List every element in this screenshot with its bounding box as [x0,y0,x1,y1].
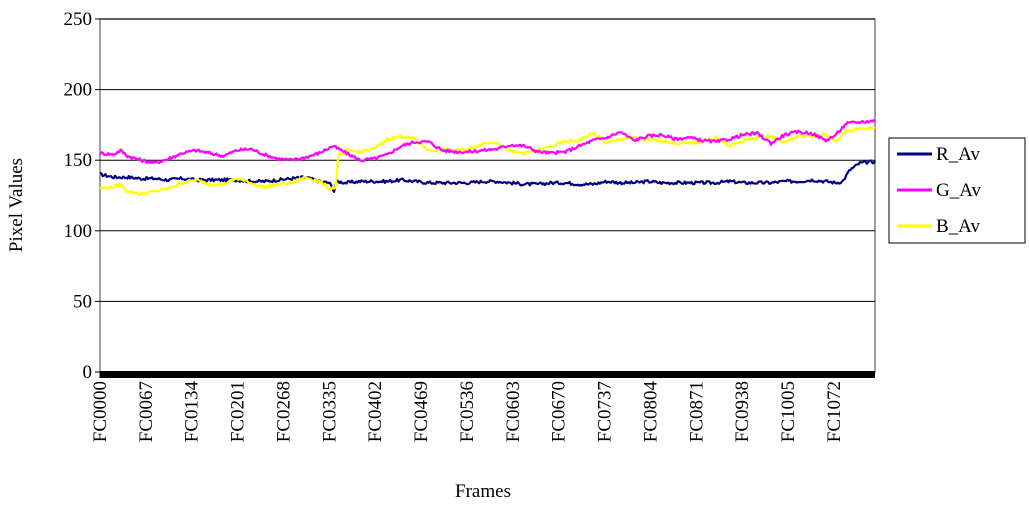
gridlines [100,18,875,302]
x-tick-label: FC0067 [136,381,157,442]
x-tick-label: FC0335 [319,381,340,442]
y-tick-label: 0 [83,362,93,383]
x-tick-label: FC0134 [182,381,203,443]
x-axis-title: Frames [455,481,511,502]
x-tick-label: FC0938 [732,381,753,442]
y-tick-label: 200 [64,80,93,101]
series-line-g-av [99,119,876,165]
y-tick-label: 100 [64,221,93,242]
x-tick-label: FC0804 [640,381,661,443]
y-axis-title: Pixel Values [6,158,27,252]
legend-label-b-av: B_Av [936,216,980,237]
x-tick-label: FC0469 [411,381,432,442]
legend-label-g-av: G_Av [936,180,982,201]
legend: R_Av G_Av B_Av [888,137,1026,244]
y-tick-label: 50 [73,291,92,312]
series-line-b-av [99,125,876,196]
y-tick-label: 150 [64,150,93,171]
x-tick-label: FC0670 [549,381,570,442]
x-tick-label: FC0737 [595,381,616,442]
x-tick-label: FC0402 [365,381,386,442]
y-tick-label: 250 [64,9,93,30]
x-tick-label: FC0603 [503,381,524,442]
x-tick-label: FC0871 [686,381,707,442]
x-tick-label: FC1072 [824,381,845,442]
series-lines [99,119,876,196]
x-tick-label: FC0201 [228,381,249,442]
x-tick-label: FC0536 [457,381,478,442]
x-tick-label: FC1005 [778,381,799,442]
x-tick-label: FC0268 [273,381,294,442]
y-axis-tick-labels: 0 50 100 150 200 250 [64,9,100,383]
x-axis-bar [100,371,875,378]
x-tick-label: FC0000 [90,381,111,442]
plot-area [99,18,876,373]
legend-label-r-av: R_Av [936,144,980,165]
x-axis-tick-labels: FC0000 FC0067 FC0134 FC0201 FC0268 FC0335 FC04… [90,372,845,442]
